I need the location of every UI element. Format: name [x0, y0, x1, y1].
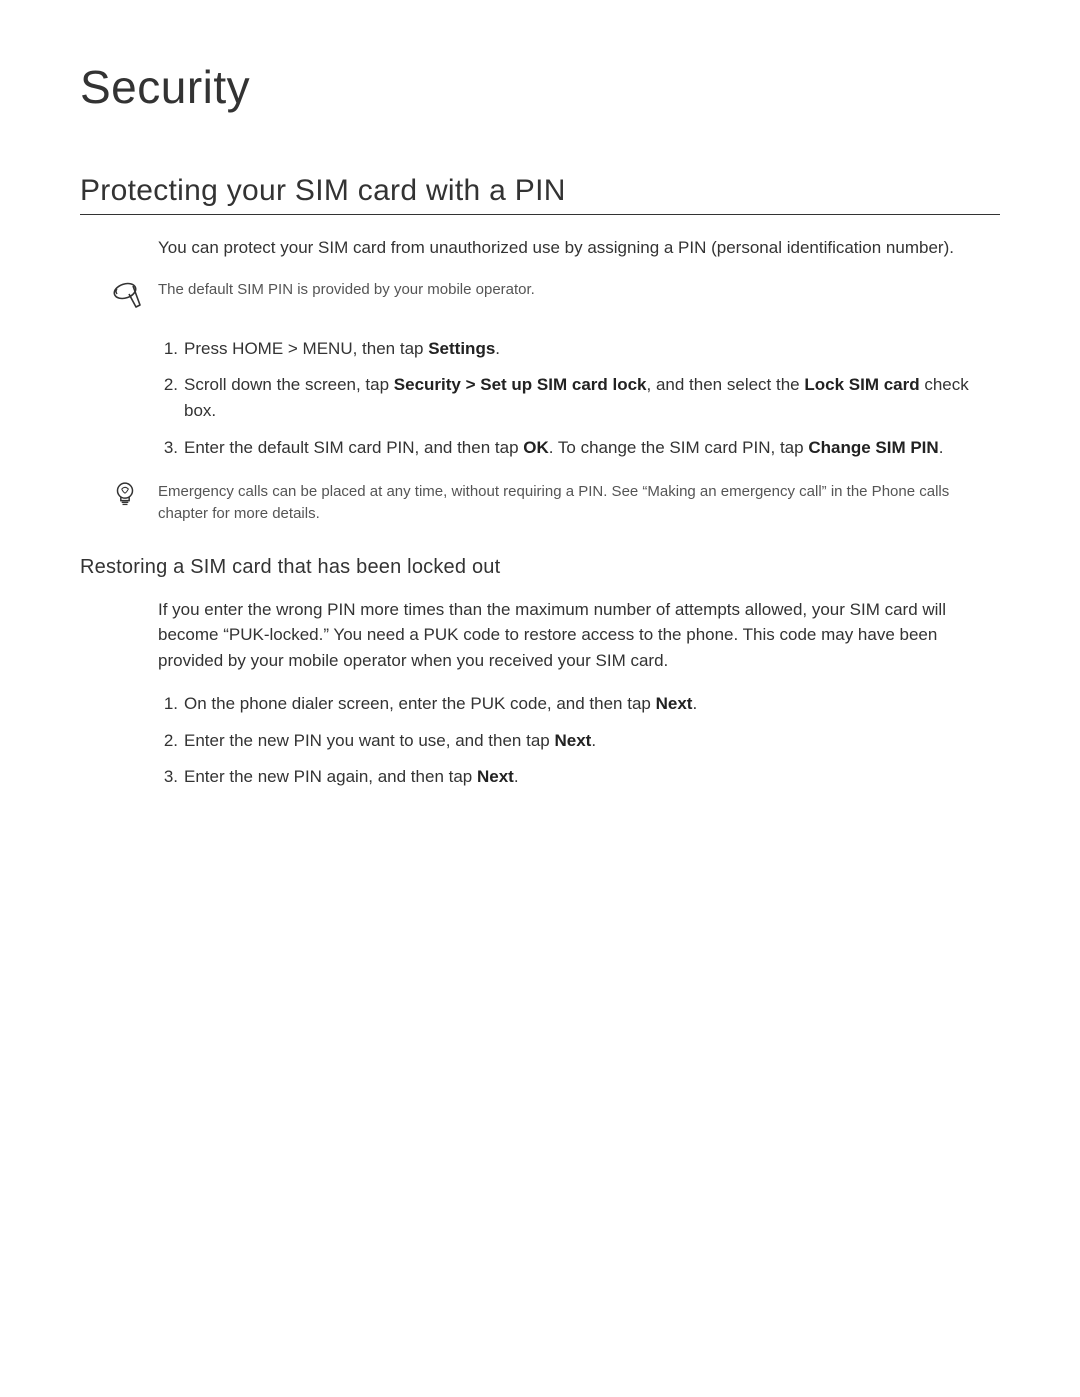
step-item: 3.Enter the default SIM card PIN, and th…: [158, 435, 1000, 461]
step-number: 3.: [158, 764, 178, 790]
step-content: Enter the default SIM card PIN, and then…: [184, 435, 1000, 461]
step-item: 1.On the phone dialer screen, enter the …: [158, 691, 1000, 717]
lightbulb-icon: [110, 479, 146, 514]
tip-emergency: Emergency calls can be placed at any tim…: [110, 481, 1000, 526]
step-content: On the phone dialer screen, enter the PU…: [184, 691, 1000, 717]
step-number: 2.: [158, 728, 178, 754]
step-number: 2.: [158, 372, 178, 425]
step-item: 1.Press HOME > MENU, then tap Settings.: [158, 336, 1000, 362]
step-content: Enter the new PIN again, and then tap Ne…: [184, 764, 1000, 790]
note-default-pin: The default SIM PIN is provided by your …: [110, 279, 1000, 318]
megaphone-icon: [110, 277, 146, 318]
step-number: 1.: [158, 691, 178, 717]
step-content: Press HOME > MENU, then tap Settings.: [184, 336, 1000, 362]
steps-list-1: 1.Press HOME > MENU, then tap Settings.2…: [158, 336, 1000, 461]
step-item: 3.Enter the new PIN again, and then tap …: [158, 764, 1000, 790]
steps-list-2: 1.On the phone dialer screen, enter the …: [158, 691, 1000, 790]
note-text: The default SIM PIN is provided by your …: [158, 279, 1000, 302]
step-number: 1.: [158, 336, 178, 362]
page-title: Security: [80, 60, 1000, 114]
restoring-intro: If you enter the wrong PIN more times th…: [158, 597, 1000, 674]
intro-paragraph: You can protect your SIM card from unaut…: [158, 235, 1000, 261]
section-heading-protecting: Protecting your SIM card with a PIN: [80, 174, 1000, 215]
subsection-heading-restoring: Restoring a SIM card that has been locke…: [80, 556, 1000, 579]
step-content: Enter the new PIN you want to use, and t…: [184, 728, 1000, 754]
step-content: Scroll down the screen, tap Security > S…: [184, 372, 1000, 425]
tip-text: Emergency calls can be placed at any tim…: [158, 481, 1000, 526]
step-number: 3.: [158, 435, 178, 461]
step-item: 2.Enter the new PIN you want to use, and…: [158, 728, 1000, 754]
step-item: 2.Scroll down the screen, tap Security >…: [158, 372, 1000, 425]
